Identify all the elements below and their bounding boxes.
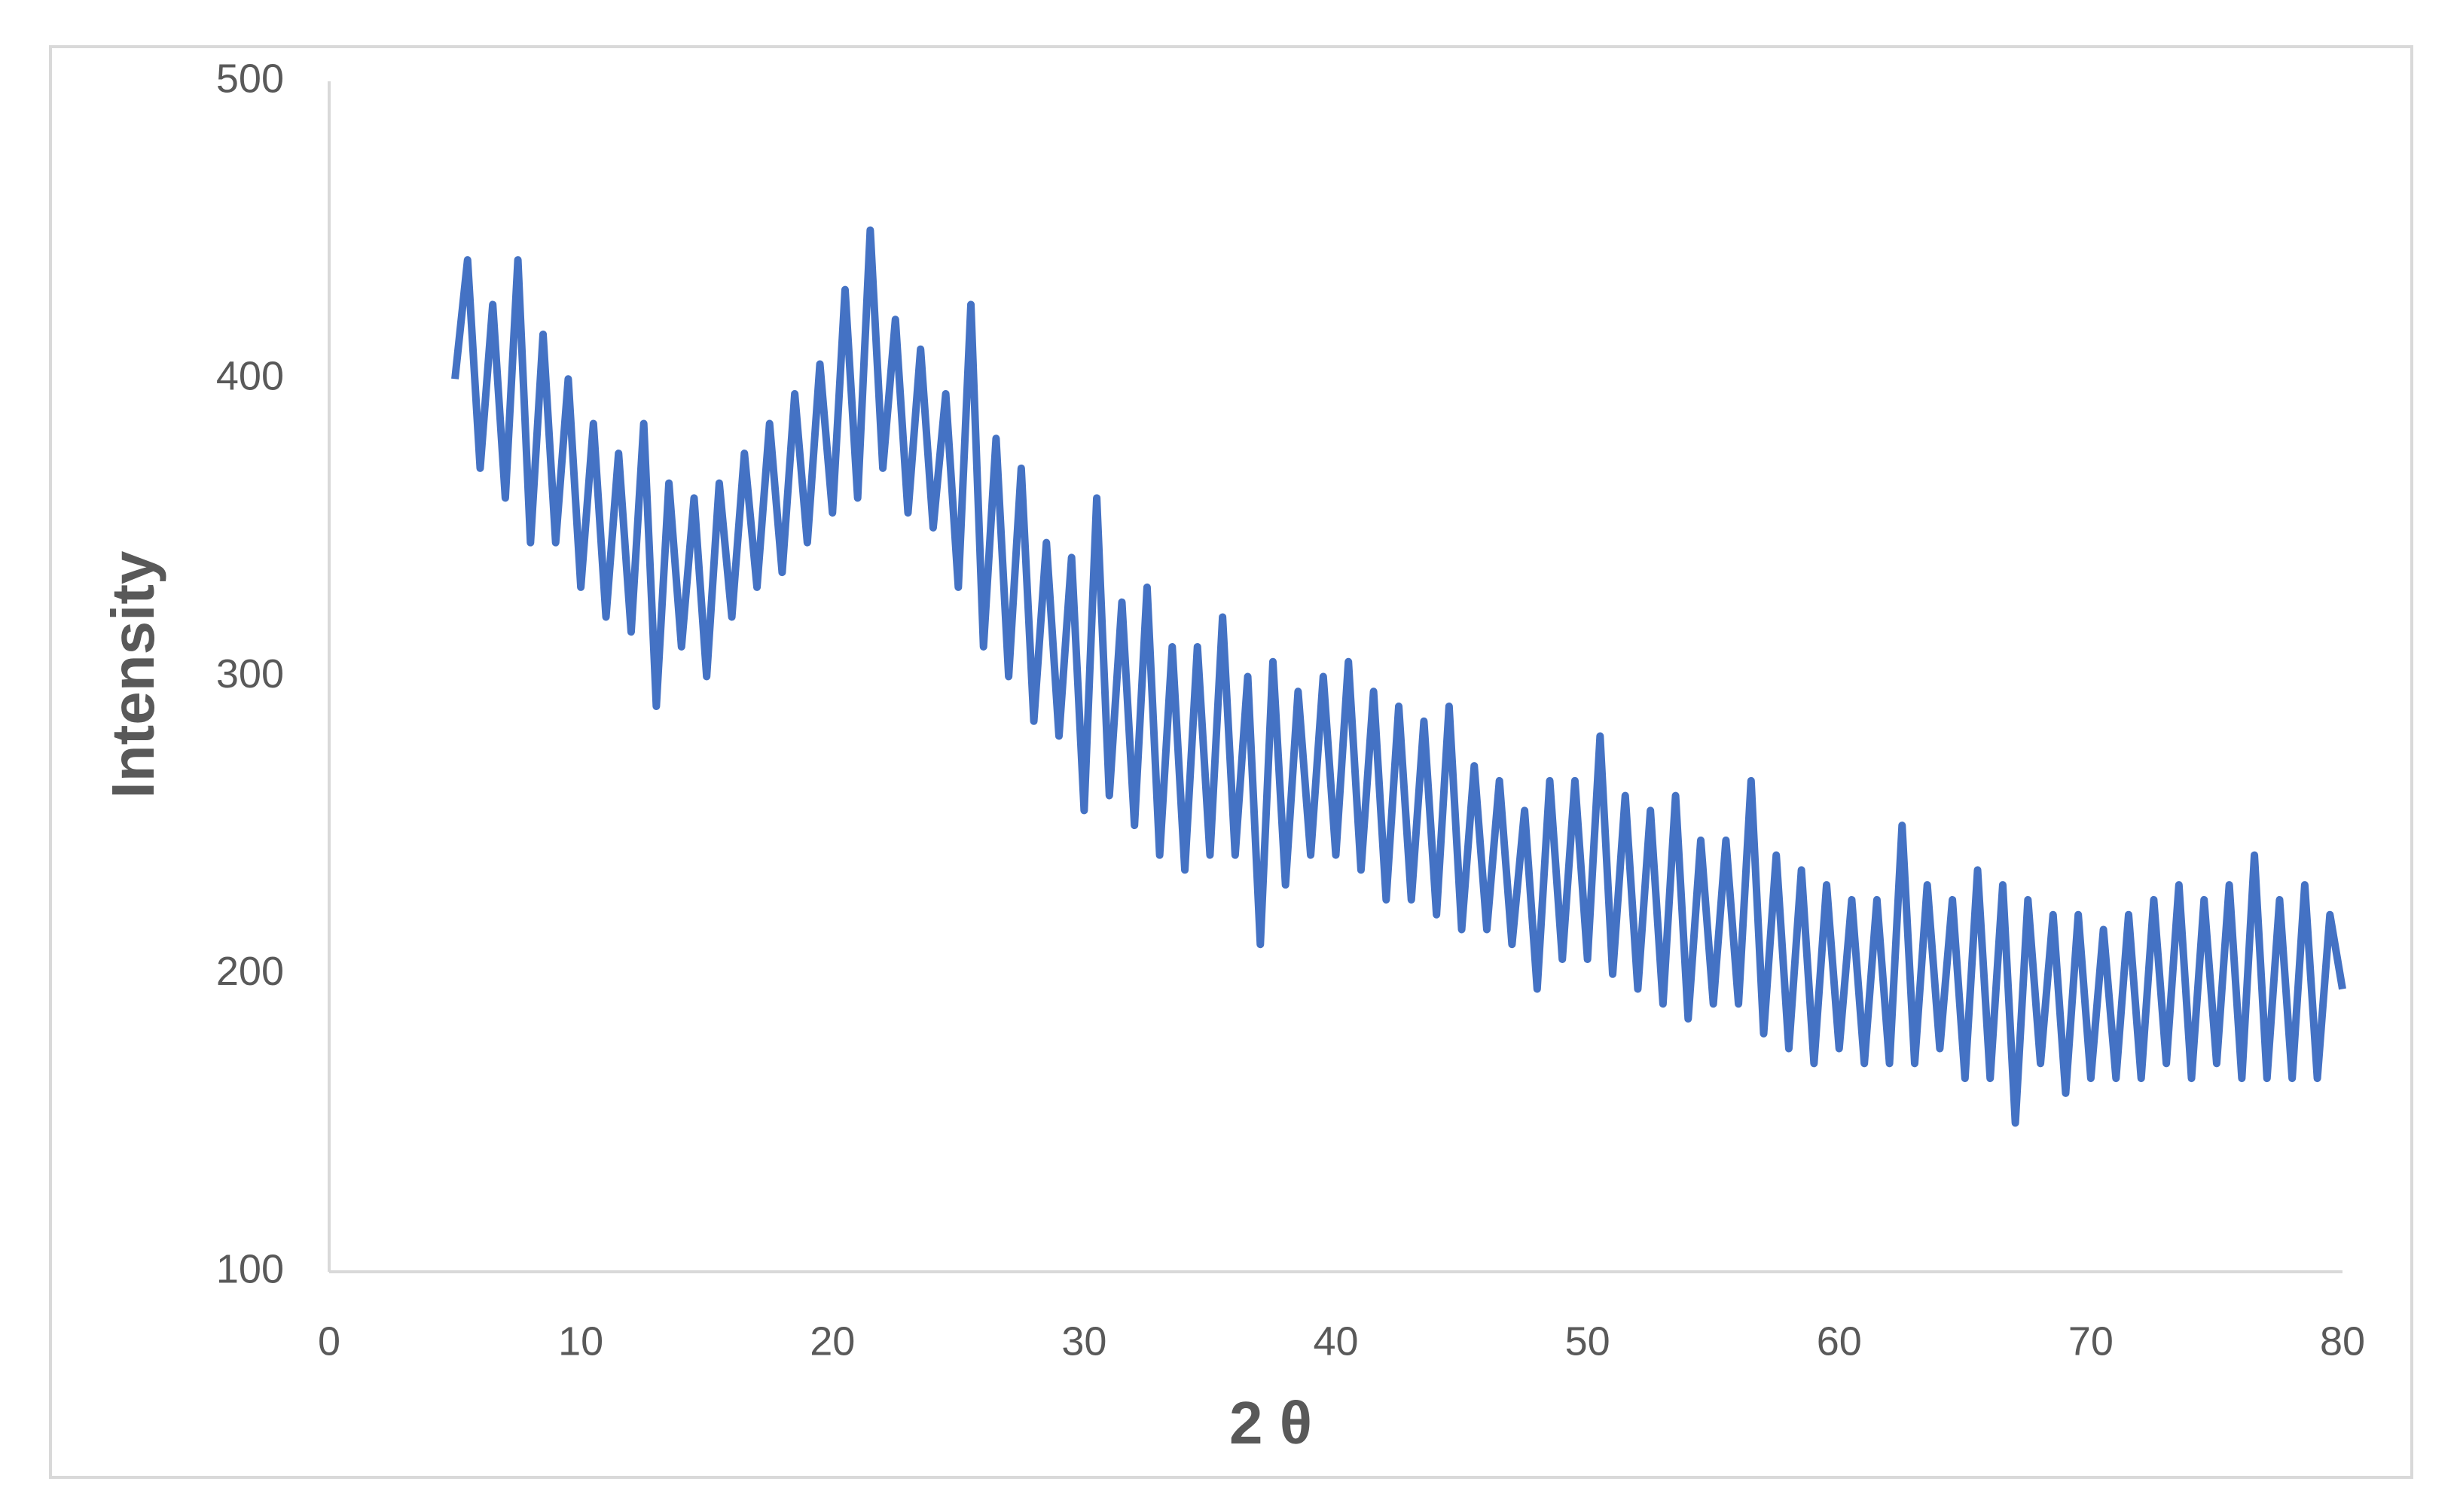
x-tick-label: 50 xyxy=(1565,1318,1610,1364)
y-tick-label: 500 xyxy=(216,56,284,101)
y-tick-label: 100 xyxy=(216,1246,284,1291)
x-tick-label: 30 xyxy=(1061,1318,1106,1364)
y-axis-title: Intensity xyxy=(99,550,166,798)
x-tick-label: 40 xyxy=(1313,1318,1358,1364)
x-tick-label: 60 xyxy=(1817,1318,1862,1364)
y-tick-label: 400 xyxy=(216,354,284,399)
x-axis-title: 2 θ xyxy=(1229,1389,1312,1456)
x-tick-label: 10 xyxy=(558,1318,603,1364)
x-tick-label: 0 xyxy=(318,1318,340,1364)
x-tick-label: 20 xyxy=(810,1318,855,1364)
y-tick-label: 200 xyxy=(216,949,284,994)
x-tick-label: 80 xyxy=(2320,1318,2365,1364)
y-tick-label: 300 xyxy=(216,651,284,697)
data-line xyxy=(451,226,2346,1127)
x-tick-label: 70 xyxy=(2068,1318,2114,1364)
